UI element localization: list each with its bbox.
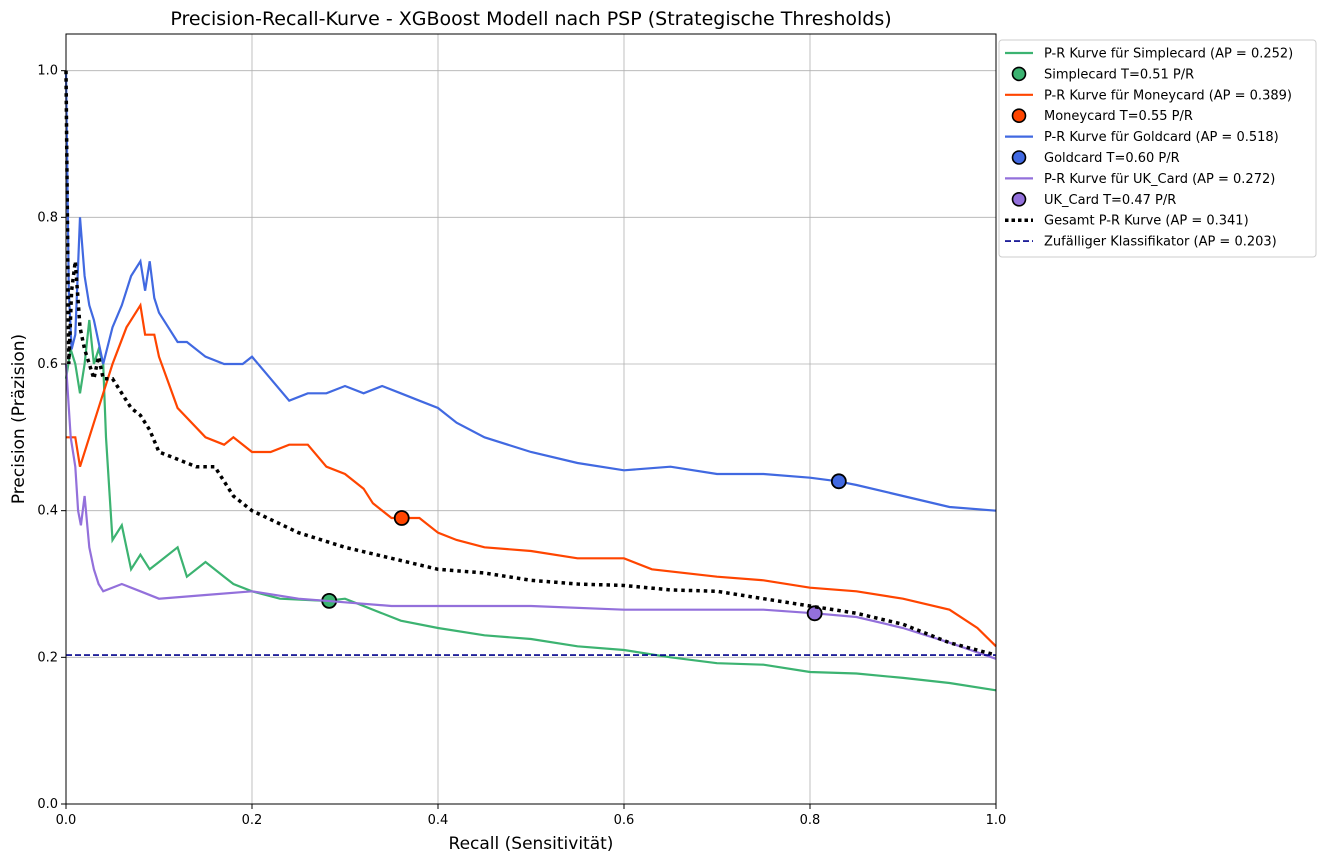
legend-entry: Simplecard T=0.51 P/R bbox=[1011, 66, 1194, 82]
legend-entry: Moneycard T=0.55 P/R bbox=[1011, 108, 1193, 124]
x-tick-label: 0.4 bbox=[428, 813, 449, 828]
legend-label: Moneycard T=0.55 P/R bbox=[1044, 109, 1193, 124]
legend-label: Simplecard T=0.51 P/R bbox=[1044, 67, 1194, 82]
legend-label: P-R Kurve für UK_Card (AP = 0.272) bbox=[1044, 172, 1275, 187]
legend-label: Gesamt P-R Kurve (AP = 0.341) bbox=[1044, 214, 1249, 229]
plot-area bbox=[64, 70, 997, 692]
legend-label: P-R Kurve für Moneycard (AP = 0.389) bbox=[1044, 88, 1292, 103]
plot-frame bbox=[65, 33, 997, 805]
legend-label: P-R Kurve für Goldcard (AP = 0.518) bbox=[1044, 130, 1279, 145]
series-line bbox=[64, 70, 997, 657]
legend-entry: Goldcard T=0.60 P/R bbox=[1011, 150, 1180, 166]
y-tick-label: 0.4 bbox=[37, 504, 58, 519]
grid bbox=[65, 34, 997, 805]
x-tick-label: 1.0 bbox=[986, 813, 1007, 828]
y-tick-label: 0.8 bbox=[37, 210, 58, 225]
y-tick-label: 0.0 bbox=[37, 797, 58, 812]
chart-title: Precision-Recall-Kurve - XGBoost Modell … bbox=[170, 8, 891, 30]
legend-label: Zufälliger Klassifikator (AP = 0.203) bbox=[1044, 235, 1277, 250]
legend-entry: P-R Kurve für Simplecard (AP = 0.252) bbox=[1005, 47, 1293, 62]
legend-marker bbox=[1011, 150, 1027, 165]
legend-label: Goldcard T=0.60 P/R bbox=[1044, 151, 1180, 166]
legend-marker bbox=[1011, 66, 1027, 82]
legend-marker bbox=[1011, 108, 1027, 123]
threshold-marker-goldcard bbox=[830, 473, 847, 490]
threshold-marker-uk-card bbox=[806, 605, 823, 622]
legend-entry: Zufälliger Klassifikator (AP = 0.203) bbox=[1005, 235, 1277, 250]
x-tick-label: 0.2 bbox=[242, 813, 263, 828]
x-tick-label: 0.0 bbox=[56, 813, 77, 828]
y-tick-label: 1.0 bbox=[37, 64, 58, 79]
legend-label: UK_Card T=0.47 P/R bbox=[1044, 193, 1176, 208]
x-tick-label: 0.6 bbox=[614, 813, 635, 828]
series-line bbox=[64, 363, 997, 660]
legend: P-R Kurve für Simplecard (AP = 0.252) Sim… bbox=[998, 39, 1317, 258]
legend-frame bbox=[998, 39, 1317, 258]
series-line bbox=[64, 70, 997, 512]
threshold-marker-moneycard bbox=[393, 510, 410, 526]
legend-marker bbox=[1011, 192, 1027, 207]
axis-ticks: 0.0 0.2 0.4 0.6 0.8 1.0 0.0 0.2 0.4 0.6 0.8 1.0 bbox=[37, 64, 1006, 828]
legend-entry: P-R Kurve für Moneycard (AP = 0.389) bbox=[1005, 88, 1292, 103]
legend-entry: P-R Kurve für UK_Card (AP = 0.272) bbox=[1005, 172, 1275, 187]
x-axis-label: Recall (Sensitivität) bbox=[449, 834, 614, 854]
legend-entry: UK_Card T=0.47 P/R bbox=[1011, 192, 1176, 208]
legend-entry: P-R Kurve für Goldcard (AP = 0.518) bbox=[1005, 130, 1279, 145]
series-line bbox=[64, 319, 997, 692]
y-tick-label: 0.6 bbox=[37, 357, 58, 372]
legend-label: P-R Kurve für Simplecard (AP = 0.252) bbox=[1044, 47, 1293, 62]
legend-entry: Gesamt P-R Kurve (AP = 0.341) bbox=[1005, 214, 1249, 229]
y-tick-label: 0.2 bbox=[37, 650, 58, 665]
series-line bbox=[66, 302, 997, 648]
x-tick-label: 0.8 bbox=[800, 813, 821, 828]
y-axis-label: Precision (Präzision) bbox=[9, 334, 29, 504]
